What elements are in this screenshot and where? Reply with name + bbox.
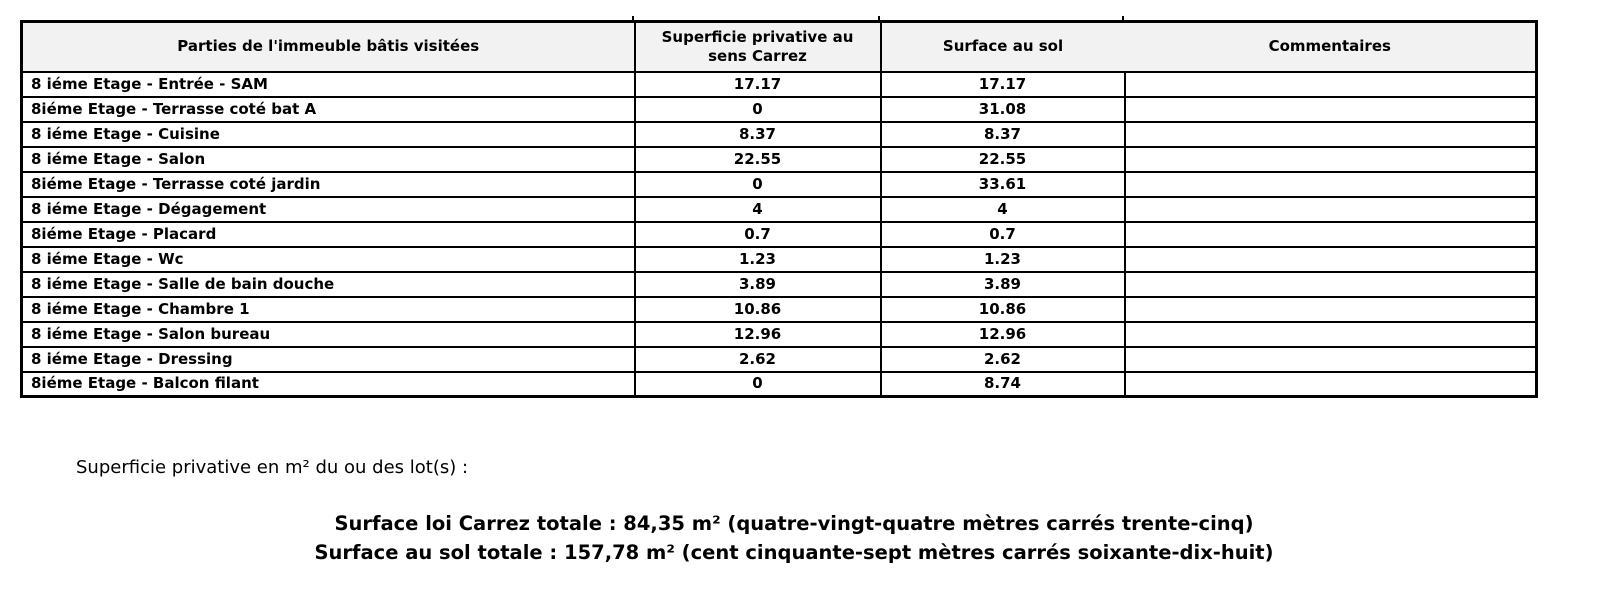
column-divider-tick (1122, 16, 1124, 21)
carrez-value: 10.86 (633, 295, 882, 323)
row-label: 8iéme Etage - Terrasse coté jardin (20, 170, 636, 198)
row-label: 8 iéme Etage - Salon bureau (20, 320, 636, 348)
row-label: 8iéme Etage - Placard (20, 220, 636, 248)
header-commentaires: Commentaires (1124, 20, 1538, 73)
table-row: 8iéme Etage - Balcon filant 0 8.74 (20, 370, 1538, 398)
comment-cell (1123, 220, 1538, 248)
sol-value: 4 (879, 195, 1126, 223)
table-row: 8iéme Etage - Terrasse coté bat A 0 31.08 (20, 95, 1538, 123)
comment-cell (1123, 370, 1538, 398)
row-label: 8 iéme Etage - Salon (20, 145, 636, 173)
carrez-value: 12.96 (633, 320, 882, 348)
header-parties: Parties de l'immeuble bâtis visitées (20, 20, 636, 73)
sol-value: 10.86 (879, 295, 1126, 323)
sol-value: 2.62 (879, 345, 1126, 373)
header-carrez: Superficie privative au sens Carrez (633, 20, 882, 73)
totals-block: Surface loi Carrez totale : 84,35 m² (qu… (0, 509, 1588, 567)
table-row: 8 iéme Etage - Chambre 1 10.86 10.86 (20, 295, 1538, 323)
row-label: 8 iéme Etage - Entrée - SAM (20, 70, 636, 98)
row-label: 8 iéme Etage - Wc (20, 245, 636, 273)
carrez-value: 17.17 (633, 70, 882, 98)
comment-cell (1123, 120, 1538, 148)
table-row: 8iéme Etage - Terrasse coté jardin 0 33.61 (20, 170, 1538, 198)
row-label: 8 iéme Etage - Dégagement (20, 195, 636, 223)
carrez-value: 22.55 (633, 145, 882, 173)
table-body: 8 iéme Etage - Entrée - SAM 17.17 17.17 8ié… (20, 70, 1538, 398)
comment-cell (1123, 295, 1538, 323)
carrez-value: 3.89 (633, 270, 882, 298)
sol-value: 12.96 (879, 320, 1126, 348)
table-row: 8 iéme Etage - Wc 1.23 1.23 (20, 245, 1538, 273)
total-sol-line: Surface au sol totale : 157,78 m² (cent … (314, 541, 1274, 564)
sol-value: 1.23 (879, 245, 1126, 273)
header-surface-sol: Surface au sol (879, 20, 1125, 73)
row-label: 8 iéme Etage - Cuisine (20, 120, 636, 148)
comment-cell (1123, 195, 1538, 223)
carrez-value: 4 (633, 195, 882, 223)
row-label: 8 iéme Etage - Dressing (20, 345, 636, 373)
sol-value: 22.55 (879, 145, 1126, 173)
comment-cell (1123, 70, 1538, 98)
carrez-value: 0 (633, 370, 882, 398)
table-header-row: Parties de l'immeuble bâtis visitées Sup… (20, 20, 1538, 73)
sol-value: 3.89 (879, 270, 1126, 298)
carrez-value: 8.37 (633, 120, 882, 148)
table-row: 8 iéme Etage - Dégagement 4 4 (20, 195, 1538, 223)
row-label: 8 iéme Etage - Salle de bain douche (20, 270, 636, 298)
comment-cell (1123, 170, 1538, 198)
table-row: 8iéme Etage - Placard 0.7 0.7 (20, 220, 1538, 248)
carrez-value: 2.62 (633, 345, 882, 373)
sol-value: 31.08 (879, 95, 1126, 123)
table-row: 8 iéme Etage - Dressing 2.62 2.62 (20, 345, 1538, 373)
comment-cell (1123, 270, 1538, 298)
carrez-value: 0.7 (633, 220, 882, 248)
comment-cell (1123, 95, 1538, 123)
comment-cell (1123, 345, 1538, 373)
total-carrez-line: Surface loi Carrez totale : 84,35 m² (qu… (334, 512, 1254, 535)
surface-measurement-table: Parties de l'immeuble bâtis visitées Sup… (20, 20, 1538, 398)
comment-cell (1123, 145, 1538, 173)
sol-value: 8.37 (879, 120, 1126, 148)
sol-value: 17.17 (879, 70, 1126, 98)
sol-value: 0.7 (879, 220, 1126, 248)
table-row: 8 iéme Etage - Salon 22.55 22.55 (20, 145, 1538, 173)
comment-cell (1123, 245, 1538, 273)
column-divider-tick (878, 16, 880, 21)
table-row: 8 iéme Etage - Entrée - SAM 17.17 17.17 (20, 70, 1538, 98)
table-row: 8 iéme Etage - Cuisine 8.37 8.37 (20, 120, 1538, 148)
superficie-intro-text: Superficie privative en m² du ou des lot… (76, 457, 469, 478)
carrez-value: 0 (633, 170, 882, 198)
column-divider-tick (632, 16, 634, 21)
carrez-value: 1.23 (633, 245, 882, 273)
sol-value: 8.74 (879, 370, 1126, 398)
carrez-value: 0 (633, 95, 882, 123)
table-row: 8 iéme Etage - Salle de bain douche 3.89 3… (20, 270, 1538, 298)
row-label: 8iéme Etage - Balcon filant (20, 370, 636, 398)
comment-cell (1123, 320, 1538, 348)
row-label: 8 iéme Etage - Chambre 1 (20, 295, 636, 323)
sol-value: 33.61 (879, 170, 1126, 198)
table-row: 8 iéme Etage - Salon bureau 12.96 12.96 (20, 320, 1538, 348)
row-label: 8iéme Etage - Terrasse coté bat A (20, 95, 636, 123)
